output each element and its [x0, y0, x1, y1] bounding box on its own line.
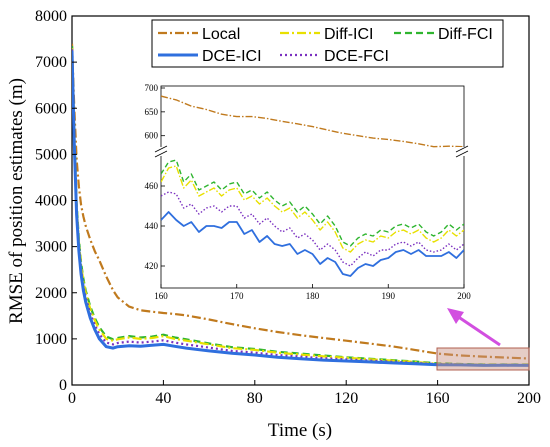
legend-item-dce-ici: DCE-ICI — [158, 48, 262, 65]
x-axis-title: Time (s) — [268, 420, 332, 441]
y-axis-title: RMSE of position estimates (m) — [6, 78, 27, 324]
y-tick-label: 4000 — [35, 193, 67, 210]
y-tick-label: 7000 — [35, 54, 67, 71]
legend-label: Diff-ICI — [324, 26, 373, 43]
x-tick-label: 80 — [247, 390, 263, 407]
legend-item-dce-fci: DCE-FCI — [280, 48, 389, 65]
x-tick-label: 0 — [68, 390, 76, 407]
legend-item-diff-ici: Diff-ICI — [280, 26, 373, 43]
series-line-diff-ici — [72, 48, 529, 366]
legend-label: Local — [202, 26, 240, 43]
inset-series-line-dce-ici — [161, 211, 464, 277]
inset-x-tick-label: 190 — [382, 291, 396, 301]
legend-label: Diff-FCI — [438, 26, 493, 43]
x-tick-label: 120 — [334, 390, 358, 407]
inset-series-line-diff-ici — [161, 165, 464, 253]
inset-y-tick-label: 420 — [145, 261, 159, 271]
legend-label: DCE-ICI — [202, 48, 262, 65]
legend-label: DCE-FCI — [324, 48, 389, 65]
inset-series-line-dce-fci — [161, 191, 464, 267]
x-tick-label: 200 — [517, 390, 541, 407]
legend: Local Diff-ICI Diff-FCI DCE-ICI DCE-FCI — [151, 19, 504, 68]
inset-x-tick-label: 160 — [154, 291, 168, 301]
axis-break-marks — [154, 145, 470, 158]
inset-y-tick-label: 700 — [145, 83, 159, 93]
legend-item-diff-fci: Diff-FCI — [394, 26, 493, 43]
y-tick-label: 6000 — [35, 100, 67, 117]
series-line-dce-ici — [72, 50, 529, 367]
y-tick-label: 2000 — [35, 285, 67, 302]
series-line-local — [72, 43, 529, 360]
inset-ticks-group: 160 170 180 190 200 600 650 700 420 440 460 — [145, 83, 472, 301]
inset-x-tick-label: 200 — [457, 291, 471, 301]
inset-series-group — [161, 95, 464, 277]
y-tick-label: 0 — [59, 377, 67, 394]
inset-series-line-local — [161, 95, 464, 148]
inset-background — [160, 85, 465, 289]
inset-series-line-diff-fci — [161, 159, 464, 247]
zoom-region-box — [436, 347, 530, 371]
y-tick-label: 3000 — [35, 239, 67, 256]
inset-zoom-plot: 160 170 180 190 200 600 650 700 420 440 460 — [145, 83, 472, 301]
inset-x-tick-label: 170 — [230, 291, 244, 301]
y-tick-label: 5000 — [35, 146, 67, 163]
x-tick-label: 40 — [155, 390, 171, 407]
legend-item-local: Local — [158, 26, 240, 43]
inset-x-tick-label: 180 — [306, 291, 320, 301]
inset-y-tick-label: 600 — [145, 131, 159, 141]
main-series-group — [72, 43, 529, 367]
inset-y-tick-label: 440 — [145, 221, 159, 231]
y-tick-label: 1000 — [35, 331, 67, 348]
axis-ticks-group: 0 40 80 120 160 20001000200030004000500060007… — [35, 8, 541, 407]
y-tick-label: 8000 — [35, 8, 67, 25]
zoom-arrow — [447, 308, 501, 347]
legend-box — [151, 19, 504, 68]
x-tick-label: 160 — [426, 390, 450, 407]
inset-y-tick-label: 650 — [145, 107, 159, 117]
inset-y-tick-label: 460 — [145, 181, 159, 191]
